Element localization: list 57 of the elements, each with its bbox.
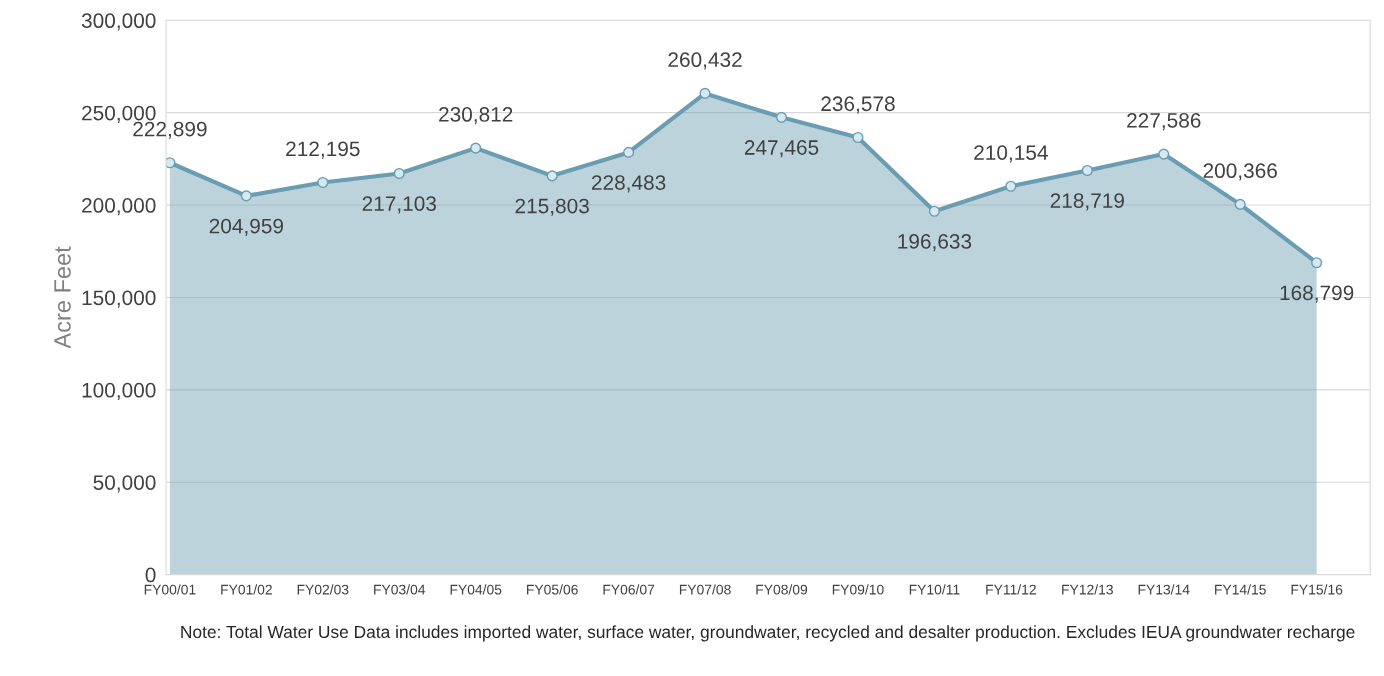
point — [1081, 164, 1093, 177]
text: 215,803 — [515, 198, 589, 216]
text: 212,195 — [286, 141, 360, 159]
point — [623, 146, 635, 158]
x-tick-label: FY07/08 — [679, 584, 731, 595]
point — [699, 87, 711, 99]
point — [1158, 148, 1170, 160]
y-tick-label: 100,000 — [82, 382, 156, 401]
x-tick-label: FY11/12 — [986, 584, 1036, 595]
x-tick-label: FY04/05 — [450, 584, 502, 595]
y-tick-label: 300,000 — [81, 13, 156, 31]
text: 227,586 — [1127, 112, 1201, 131]
point — [775, 111, 788, 123]
x-tick-label: FY06/07 — [603, 584, 655, 595]
x-tick-label: FY03/04 — [374, 584, 426, 595]
x-tick-label: FY02/03 — [297, 584, 349, 595]
x-tick-label: FY05/06 — [527, 584, 578, 595]
text: 230,812 — [439, 107, 513, 125]
x-tick-label: FY13/14 — [1138, 584, 1190, 595]
text: 210,154 — [974, 145, 1048, 163]
text: 200,366 — [1203, 163, 1277, 181]
point — [546, 170, 558, 182]
y-tick-label: 200,000 — [82, 198, 156, 216]
point — [928, 205, 940, 217]
x-tick-label: FY14/15 — [1215, 584, 1266, 595]
x-tick-label: FY08/09 — [756, 584, 808, 595]
text: 218,719 — [1050, 193, 1124, 211]
y-tick-label: 50,000 — [93, 475, 156, 493]
text: 168,799 — [1280, 285, 1354, 303]
y-tick-label: 250,000 — [82, 105, 156, 123]
x-tick-label: FY00/01 — [144, 584, 196, 595]
text: 222,899 — [133, 121, 207, 139]
text: 247,465 — [744, 140, 819, 158]
x-tick-label: FY09/10 — [832, 584, 884, 595]
text: Note: Total Water Use Data includes imported water, surface water, groundwater, recycled and desalter production. Excludes IEUA groundwater recharge — [181, 625, 1355, 642]
text: 236,578 — [821, 96, 895, 114]
text: 204,959 — [209, 218, 284, 236]
x-tick-label: FY10/11 — [909, 584, 960, 595]
point — [393, 167, 405, 180]
text: 228,483 — [592, 175, 666, 193]
x-tick-label: FY15/16 — [1291, 584, 1343, 595]
point — [1005, 180, 1017, 192]
x-tick-label: FY01/02 — [221, 584, 272, 595]
text: 217,103 — [362, 196, 436, 214]
point — [1234, 198, 1246, 210]
point — [166, 157, 176, 169]
y-axis-title: Acre Feet — [54, 246, 71, 349]
point — [470, 142, 482, 154]
text: 260,432 — [668, 52, 742, 70]
point — [1311, 257, 1323, 269]
point — [317, 176, 329, 189]
point — [240, 190, 252, 202]
y-tick-label: 150,000 — [82, 290, 156, 308]
y-tick-label: 0 — [145, 567, 156, 583]
x-tick-label: FY12/13 — [1062, 584, 1113, 595]
point — [852, 131, 864, 144]
text: 196,633 — [898, 234, 972, 252]
